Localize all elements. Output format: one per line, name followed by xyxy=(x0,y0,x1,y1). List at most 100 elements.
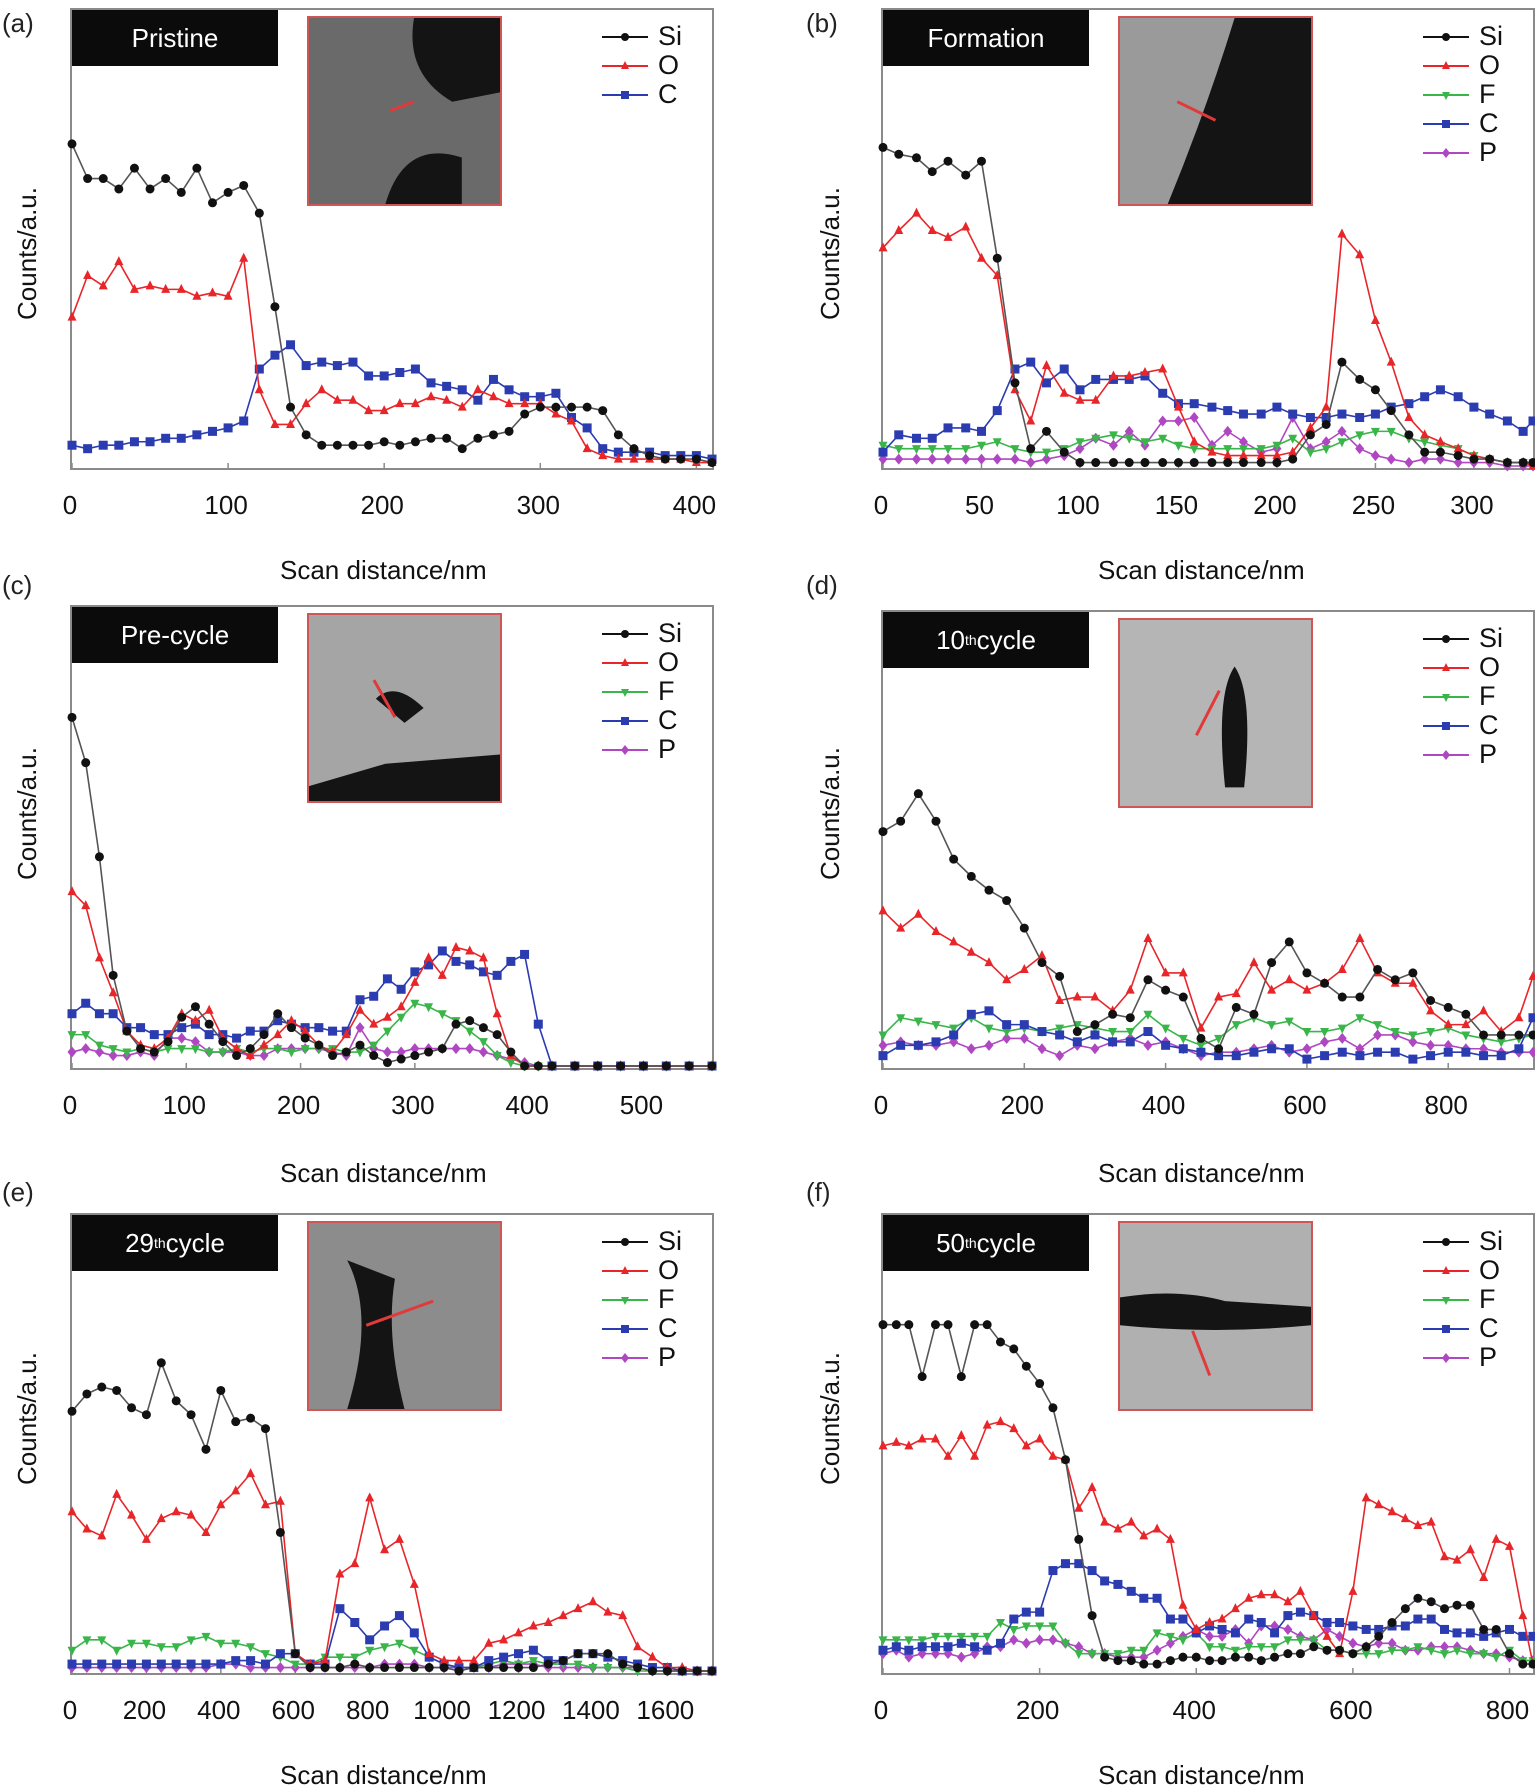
data-point-si xyxy=(1060,448,1069,457)
data-point-c xyxy=(1355,413,1364,422)
panel-title: Formation xyxy=(883,10,1089,66)
data-point-c xyxy=(81,999,90,1008)
legend-label: O xyxy=(658,51,679,80)
data-point-si xyxy=(1022,1362,1031,1371)
data-point-p xyxy=(1302,1043,1311,1054)
legend-item-si: Si xyxy=(1421,22,1503,51)
data-point-si xyxy=(1285,937,1294,946)
data-point-o xyxy=(1440,1551,1449,1560)
data-point-si xyxy=(648,1667,657,1676)
data-point-si xyxy=(1514,1030,1523,1039)
data-point-si xyxy=(458,444,467,453)
data-point-c xyxy=(1469,403,1478,412)
data-point-o xyxy=(1126,985,1135,994)
data-point-si xyxy=(678,1667,687,1676)
data-point-f xyxy=(1257,1643,1266,1652)
data-point-si xyxy=(479,1023,488,1032)
data-point-c xyxy=(1158,389,1167,398)
data-point-si xyxy=(977,157,986,166)
data-point-si xyxy=(1503,458,1512,467)
data-point-si xyxy=(1296,1649,1305,1658)
data-point-c xyxy=(246,1027,255,1036)
data-point-c xyxy=(224,423,233,432)
data-point-o xyxy=(68,312,77,321)
data-point-si xyxy=(1090,1020,1099,1029)
data-point-si xyxy=(506,1048,515,1057)
data-point-f xyxy=(1139,1647,1148,1656)
data-point-c xyxy=(95,1009,104,1018)
data-point-si xyxy=(201,1445,210,1454)
data-point-o xyxy=(918,1433,927,1442)
tem-inset-image xyxy=(1118,16,1313,206)
data-point-c xyxy=(1091,375,1100,384)
data-point-c xyxy=(904,1646,913,1655)
data-point-si xyxy=(708,1667,717,1676)
data-point-c xyxy=(232,1034,241,1043)
legend-item-p: P xyxy=(1421,1343,1503,1372)
data-point-o xyxy=(1492,1534,1501,1543)
data-point-f xyxy=(356,1049,365,1058)
x-tick-label: 400 xyxy=(673,490,716,521)
data-point-p xyxy=(81,1043,90,1054)
data-point-si xyxy=(912,153,921,162)
data-point-si xyxy=(1153,1660,1162,1669)
data-point-c xyxy=(520,950,529,959)
data-point-o xyxy=(1143,933,1152,942)
data-point-si xyxy=(1355,993,1364,1002)
data-point-si xyxy=(287,1023,296,1032)
data-point-o xyxy=(270,419,279,428)
data-point-si xyxy=(1302,968,1311,977)
data-point-si xyxy=(1306,430,1315,439)
data-point-c xyxy=(879,1051,888,1060)
data-point-si xyxy=(1338,993,1347,1002)
data-point-f xyxy=(1205,1643,1214,1652)
data-point-si xyxy=(693,1667,702,1676)
x-tick-label: 0 xyxy=(874,1695,888,1726)
legend-swatch xyxy=(600,740,650,760)
x-tick-label: 600 xyxy=(1329,1695,1372,1726)
data-point-f xyxy=(1306,449,1315,458)
legend-swatch xyxy=(1421,687,1471,707)
data-point-c xyxy=(1529,1013,1535,1022)
data-point-c xyxy=(1022,1608,1031,1617)
title-suffix: cycle xyxy=(977,1228,1036,1259)
data-point-o xyxy=(1387,357,1396,366)
data-point-si xyxy=(187,1410,196,1419)
data-point-f xyxy=(97,1636,106,1645)
data-point-o xyxy=(914,909,923,918)
data-point-si xyxy=(567,403,576,412)
data-point-si xyxy=(944,157,953,166)
data-point-f xyxy=(1009,1626,1018,1635)
data-point-si xyxy=(1497,1030,1506,1039)
data-point-c xyxy=(529,1646,538,1655)
data-point-si xyxy=(1323,1646,1332,1655)
data-point-p xyxy=(1109,440,1118,451)
data-point-c xyxy=(1288,410,1297,419)
data-point-si xyxy=(1061,1455,1070,1464)
data-point-p xyxy=(1010,454,1019,465)
data-point-si xyxy=(273,1009,282,1018)
data-point-c xyxy=(1466,1628,1475,1637)
data-point-p xyxy=(1090,1043,1099,1054)
data-point-c xyxy=(1371,410,1380,419)
data-point-si xyxy=(603,1649,612,1658)
data-point-o xyxy=(603,1607,612,1616)
data-point-f xyxy=(944,1633,953,1642)
x-tick-label: 400 xyxy=(1173,1695,1216,1726)
data-point-f xyxy=(1042,449,1051,458)
data-point-si xyxy=(1100,1653,1109,1662)
inset-image-graphic xyxy=(1120,1223,1311,1409)
legend-label: P xyxy=(1479,740,1497,769)
data-point-c xyxy=(172,1660,181,1669)
legend-item-si: Si xyxy=(600,1227,682,1256)
data-point-f xyxy=(112,1647,121,1656)
data-point-f xyxy=(1497,1038,1506,1047)
data-point-p xyxy=(177,1033,186,1044)
data-point-c xyxy=(1178,1615,1187,1624)
data-point-o xyxy=(957,1430,966,1439)
x-tick-label: 100 xyxy=(204,490,247,521)
data-point-si xyxy=(1453,1601,1462,1610)
data-point-si xyxy=(957,1372,966,1381)
